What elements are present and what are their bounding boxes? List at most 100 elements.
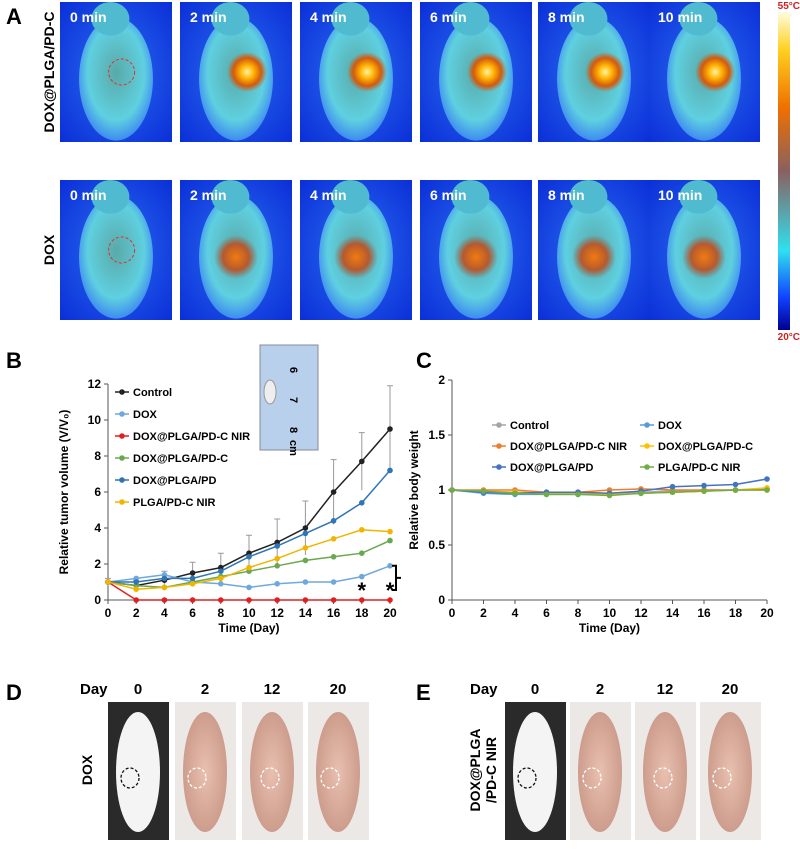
- mouse-body: [79, 195, 153, 319]
- data-point: [512, 490, 518, 497]
- x-tick-label: 10: [242, 606, 256, 620]
- data-point: [189, 570, 196, 576]
- data-point: [330, 597, 337, 603]
- legend-label: PLGA/PD-C NIR: [658, 462, 741, 474]
- data-point: [359, 550, 365, 556]
- data-point: [302, 579, 309, 585]
- tumor-sample: [263, 379, 277, 405]
- x-tick-label: 4: [161, 606, 168, 620]
- content: A DOX@PLGA/PD-C 0 min 2 min 4 min 6 min 8 min 1…: [6, 1, 800, 840]
- legend-label: DOX@PLGA/PD: [510, 462, 594, 474]
- color-scale: [778, 12, 790, 330]
- data-point: [359, 500, 365, 506]
- mouse: [316, 712, 360, 832]
- data-point: [274, 581, 281, 587]
- legend-marker: [644, 443, 650, 449]
- mouse-head: [569, 2, 608, 36]
- data-point: [246, 564, 252, 571]
- day-value: 2: [201, 681, 209, 698]
- hot-spot: [682, 235, 726, 279]
- tumor-circle: [712, 767, 732, 789]
- row-label: DOX: [41, 234, 57, 265]
- mouse: [250, 712, 294, 832]
- row-label: /PD-C NIR: [483, 737, 499, 803]
- x-tick-label: 12: [634, 606, 648, 620]
- data-point: [480, 488, 487, 494]
- mouse-head: [211, 180, 250, 214]
- time-label: 0 min: [70, 9, 107, 25]
- legend-marker: [119, 477, 125, 483]
- data-point: [575, 491, 581, 498]
- data-point: [330, 554, 337, 560]
- data-point: [189, 575, 196, 582]
- tumor-marker: [108, 236, 136, 264]
- tumor-circle: [653, 767, 673, 789]
- legend-label: DOX@PLGA/PD-C NIR: [133, 431, 250, 443]
- hot-spot: [467, 52, 508, 92]
- data-point: [330, 489, 337, 495]
- y-axis-label: Relative tumor volume (V/V₀): [57, 410, 71, 575]
- hot-spot: [334, 235, 378, 279]
- data-point: [701, 488, 707, 494]
- x-tick-label: 2: [133, 606, 140, 620]
- mouse: [513, 712, 557, 832]
- data-point: [387, 426, 393, 432]
- legend-marker: [119, 433, 125, 439]
- y-tick-label: 1.5: [428, 428, 445, 442]
- data-point: [330, 518, 337, 524]
- mouse-body: [79, 17, 153, 141]
- time-label: 6 min: [430, 187, 467, 203]
- data-point: [302, 557, 309, 564]
- tumor-circle: [120, 767, 140, 789]
- time-label: 0 min: [70, 187, 107, 203]
- mouse-head: [211, 2, 250, 36]
- data-point: [246, 597, 252, 603]
- legend-marker: [119, 411, 125, 417]
- panel-label: E: [416, 680, 431, 705]
- mouse: [708, 712, 752, 832]
- time-label: 10 min: [658, 187, 702, 203]
- y-tick-label: 2: [94, 557, 101, 571]
- data-point: [330, 579, 337, 585]
- time-label: 4 min: [310, 9, 347, 25]
- mouse-head: [91, 2, 130, 36]
- x-tick-label: 4: [512, 606, 519, 620]
- time-label: 4 min: [310, 187, 347, 203]
- legend-marker: [644, 464, 650, 470]
- data-point: [387, 563, 393, 569]
- data-point: [274, 563, 281, 569]
- x-tick-label: 8: [217, 606, 224, 620]
- data-point: [638, 490, 644, 497]
- time-label: 6 min: [430, 9, 467, 25]
- data-point: [246, 554, 252, 560]
- tumor-circle: [187, 767, 207, 789]
- data-point: [161, 584, 168, 591]
- tumor-marker: [108, 58, 136, 86]
- data-point: [218, 575, 224, 582]
- day-value: 0: [134, 681, 142, 698]
- tumor-circle: [320, 767, 340, 789]
- mouse-head: [679, 180, 718, 214]
- data-point: [218, 581, 224, 587]
- x-tick-label: 0: [449, 606, 456, 620]
- tumor-circle: [582, 767, 602, 789]
- data-point: [387, 528, 393, 535]
- tumor-circle: [260, 767, 280, 789]
- hot-spot: [214, 235, 258, 279]
- ruler-label: 7: [287, 397, 299, 403]
- data-point: [302, 530, 309, 537]
- y-tick-label: 0: [94, 593, 101, 607]
- data-point: [246, 584, 252, 591]
- time-label: 2 min: [190, 187, 227, 203]
- legend-marker: [496, 443, 502, 449]
- y-tick-label: 8: [94, 449, 101, 463]
- data-point: [189, 581, 196, 587]
- data-point: [189, 597, 196, 603]
- tumor-circle: [517, 767, 537, 789]
- mouse-head: [91, 180, 130, 214]
- data-point: [302, 597, 309, 603]
- x-tick-label: 16: [327, 606, 341, 620]
- y-tick-label: 4: [94, 521, 101, 535]
- day-value: 12: [264, 681, 281, 698]
